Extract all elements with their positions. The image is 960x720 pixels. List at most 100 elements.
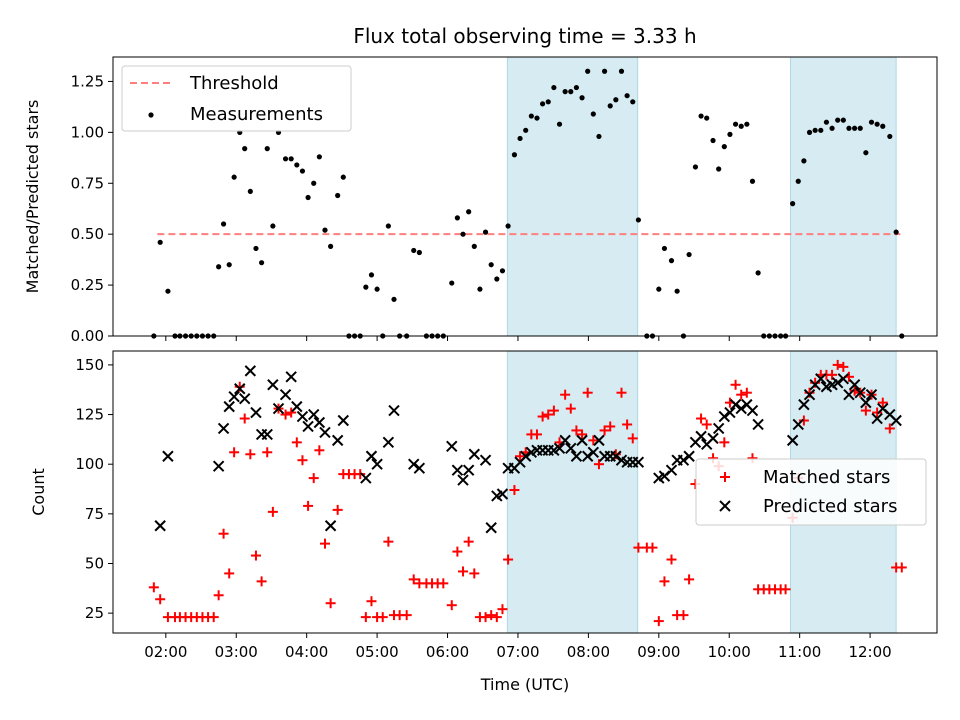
cross-stroke: [884, 408, 896, 421]
matched-star-point: [208, 612, 219, 623]
cross-stroke: [610, 450, 622, 462]
cross-stroke: [267, 379, 279, 391]
measurement-point: [165, 288, 171, 294]
cross-stroke: [848, 379, 861, 391]
matched-star-point: [666, 554, 677, 565]
predicted-star-point: [302, 420, 314, 433]
matched-star-point: [408, 574, 419, 585]
predicted-star-point: [565, 442, 577, 455]
measurement-point: [661, 245, 668, 252]
predicted-star-point: [786, 434, 799, 447]
matched-star-point: [730, 379, 741, 390]
measurement-point: [157, 239, 163, 245]
measurement-point: [391, 296, 397, 302]
measurement-point: [551, 84, 557, 91]
predicted-star-point: [581, 450, 594, 462]
predicted-star-point: [677, 454, 690, 466]
measurement-point: [328, 243, 334, 249]
cross-stroke: [319, 426, 331, 439]
measurement-point: [305, 194, 311, 201]
cross-stroke: [707, 432, 719, 445]
cross-stroke: [457, 474, 469, 486]
cross-stroke: [854, 386, 866, 399]
predicted-star-point: [695, 430, 707, 443]
predicted-star-point: [712, 422, 725, 435]
matched-star-point: [224, 568, 235, 579]
measurement-point: [716, 166, 722, 172]
cross-stroke: [719, 500, 731, 512]
matched-star-point: [458, 566, 469, 577]
cross-stroke: [446, 440, 458, 453]
measurement-point: [624, 93, 630, 99]
predicted-star-point: [285, 371, 297, 383]
measurement-point: [613, 97, 619, 103]
matched-star-point: [325, 598, 336, 609]
cross-stroke: [228, 390, 240, 403]
predicted-star-point: [871, 412, 883, 425]
cross-stroke: [496, 488, 509, 500]
matched-star-point: [633, 542, 644, 553]
measurement-point: [282, 156, 289, 162]
y-tick-label: 1.25: [71, 72, 104, 90]
matched-star-point: [438, 578, 449, 589]
measurement-point: [790, 201, 796, 207]
matched-star-point: [360, 612, 371, 623]
cross-stroke: [553, 442, 566, 455]
cross-stroke: [162, 450, 174, 462]
matched-star-point: [509, 485, 520, 496]
measurement-point: [294, 162, 300, 168]
predicted-star-point: [553, 442, 566, 455]
matched-star-point: [308, 473, 319, 484]
cross-stroke: [581, 450, 594, 462]
cross-stroke: [234, 383, 246, 395]
cross-stroke: [615, 454, 628, 466]
matched-star-point: [896, 562, 907, 573]
matched-star-point: [262, 447, 273, 458]
matched-star-point: [267, 506, 278, 517]
measurement-point: [806, 129, 813, 135]
matched-star-point: [480, 612, 491, 623]
predicted-star-point: [154, 520, 166, 532]
cross-stroke: [223, 400, 235, 413]
predicted-star-point: [462, 464, 475, 476]
y-tick-label: 0.00: [71, 327, 104, 345]
matched-star-point: [780, 584, 791, 595]
matched-star-point: [560, 389, 571, 400]
matched-star-point: [582, 387, 593, 398]
measurement-point: [466, 209, 472, 215]
measurement-point: [874, 121, 880, 127]
matched-star-point: [366, 596, 377, 607]
predicted-star-point: [162, 450, 174, 462]
predicted-star-point: [234, 383, 246, 395]
cross-stroke: [462, 464, 475, 476]
cross-stroke: [382, 436, 395, 449]
predicted-star-point: [860, 396, 872, 409]
matched-star-point: [314, 445, 325, 456]
x-tick-label: 11:00: [778, 643, 821, 661]
matched-star-point: [605, 421, 616, 432]
matched-star-point: [213, 590, 224, 601]
cross-stroke: [238, 392, 251, 405]
cross-stroke: [587, 446, 600, 458]
measurement-point: [545, 99, 551, 105]
cross-stroke: [865, 388, 878, 401]
measurement-point: [835, 117, 841, 123]
legend-plus-marker: [720, 472, 730, 482]
measurement-point: [710, 137, 716, 144]
cross-stroke: [565, 442, 577, 455]
measurement-point: [231, 174, 237, 180]
predicted-star-point: [683, 450, 695, 462]
cross-stroke: [485, 522, 497, 534]
predicted-star-point: [792, 418, 804, 431]
predicted-star-point: [360, 472, 372, 484]
cross-stroke: [871, 412, 883, 425]
matched-star-point: [377, 612, 388, 623]
measurement-point: [880, 123, 886, 129]
predicted-star-point: [724, 406, 736, 419]
predicted-star-point: [843, 388, 855, 401]
measurement-point: [488, 262, 494, 268]
matched-star-point: [678, 610, 689, 621]
cross-stroke: [285, 371, 297, 383]
measurement-point: [505, 223, 511, 229]
matched-star-point: [537, 411, 548, 422]
